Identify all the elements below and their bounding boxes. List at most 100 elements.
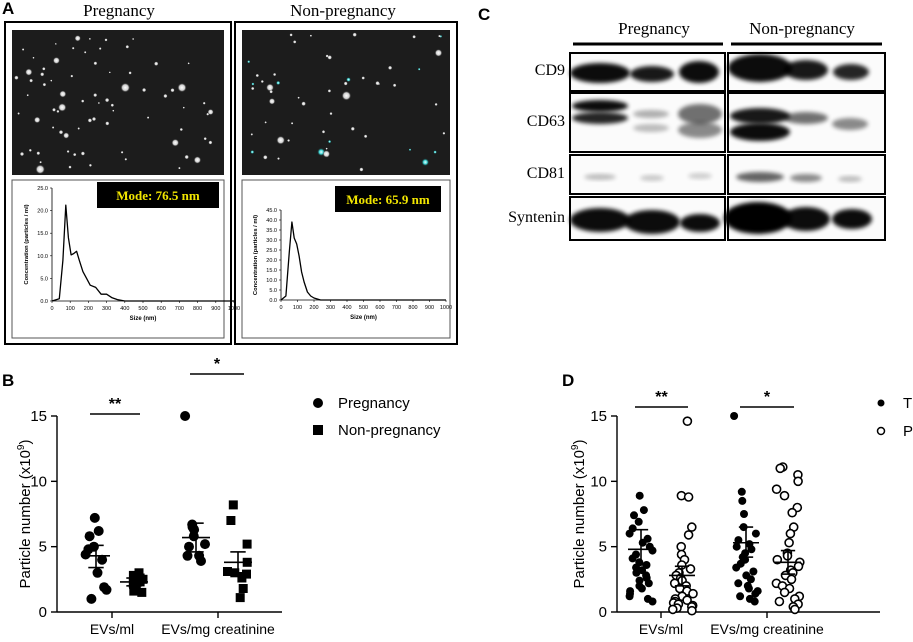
x-tick-label: 500: [138, 306, 147, 312]
data-point-circle: [628, 554, 637, 563]
particle-dot: [177, 82, 187, 93]
data-point-circle: [639, 506, 648, 515]
blot-band: [724, 202, 792, 234]
data-point-circle: [184, 541, 194, 552]
y-tick-label: 20.0: [266, 258, 277, 264]
particle-dot: [88, 37, 91, 41]
data-point-circle: [638, 538, 647, 547]
x-category-label: EVs/mg creatinine: [161, 621, 275, 637]
x-tick-label: 200: [309, 305, 318, 311]
particle-dot: [193, 156, 202, 164]
legend-marker-square: [313, 425, 323, 435]
particle-dot: [184, 154, 189, 160]
western-blot: CD9 CD63 CD81 Syntenin: [508, 52, 886, 241]
legend-marker-circle: [877, 399, 885, 407]
particle-dot: [132, 37, 135, 41]
significance-label: **: [655, 389, 668, 406]
data-point-open-circle: [793, 476, 803, 487]
particle-dot: [178, 166, 181, 170]
particle-dot: [266, 83, 274, 92]
y-tick-label: 15.0: [37, 231, 48, 237]
data-point-open-circle: [688, 588, 698, 599]
data-point-circle: [738, 496, 747, 505]
y-tick-label: 5: [599, 539, 607, 556]
x-tick-label: 700: [175, 306, 184, 312]
particle-dot: [146, 116, 150, 119]
mode-label-left: Mode: 76.5 nm: [116, 188, 200, 203]
particle-dot: [321, 130, 326, 134]
y-tick-label: 30.0: [266, 238, 277, 244]
y-tick-label: 40.0: [266, 218, 277, 224]
data-point-square: [228, 500, 238, 510]
significance-label: **: [109, 396, 122, 413]
data-point-square: [128, 570, 138, 580]
panel-a-right-title: Non-pregnancy: [290, 1, 396, 20]
particle-dot: [66, 150, 70, 153]
blot-row-label-cd63: CD63: [527, 113, 565, 130]
y-axis-title: Concentration (particles / ml): [24, 204, 30, 284]
blot-band: [730, 123, 790, 141]
data-point-open-circle: [667, 604, 678, 615]
blot-band: [640, 175, 664, 181]
particle-dot: [287, 139, 291, 142]
x-tick-label: 600: [375, 305, 384, 311]
data-point-circle: [80, 549, 91, 560]
size-distribution-plot-pregnancy: 0.0 5.0 10.0 15.0 20.0 25.0 0 100 200 300 400 500 60…: [24, 186, 240, 322]
blot-row-label-cd81: CD81: [527, 165, 565, 182]
particle-dot: [21, 48, 25, 51]
panel-a-right-frame: [234, 21, 458, 345]
data-point-circle: [746, 575, 755, 584]
data-point-circle: [625, 529, 634, 538]
blot-band: [688, 173, 712, 179]
particle-dot: [26, 94, 29, 97]
data-point-circle: [736, 592, 745, 601]
scatter-chart-b: 0 5 10 15 EVs/ml EVs/mg creatinine Particle nu…: [16, 356, 441, 637]
data-point-circle: [648, 597, 657, 606]
y-tick-label: 45.0: [266, 208, 277, 214]
particle-dot: [125, 44, 130, 49]
particle-dot: [269, 89, 273, 94]
particle-dot: [91, 116, 97, 122]
particle-dot: [35, 164, 46, 175]
significance-label: *: [214, 356, 221, 373]
x-tick-label: 200: [84, 306, 93, 312]
size-distribution-line: [280, 221, 446, 301]
particle-dot: [250, 150, 255, 154]
y-tick-label: 10.0: [37, 254, 48, 260]
data-point-circle: [89, 512, 100, 523]
particle-dot: [17, 112, 20, 115]
particle-dot: [163, 93, 168, 99]
particle-dot: [438, 34, 441, 38]
data-point-circle: [200, 539, 210, 550]
particle-dot: [434, 49, 443, 57]
particle-dot: [375, 80, 380, 86]
particle-dot: [272, 72, 277, 77]
particle-dot: [93, 93, 98, 98]
particle-dot: [104, 97, 110, 103]
particle-dot: [434, 102, 438, 106]
data-point-square: [134, 568, 144, 578]
particle-dot: [14, 75, 19, 80]
panel-label-a: A: [2, 0, 14, 18]
particle-dot: [171, 138, 180, 147]
particle-dot: [346, 77, 351, 82]
x-tick-label: 100: [293, 305, 302, 311]
particle-dot: [77, 127, 80, 130]
x-tick-label: 700: [392, 305, 401, 311]
legend-label: Pregnancy: [338, 395, 410, 412]
y-tick-label: 25.0: [266, 248, 277, 254]
blot-band: [633, 110, 669, 118]
x-tick-label: 600: [157, 306, 166, 312]
data-point-circle: [730, 412, 739, 420]
particle-dot: [203, 137, 207, 141]
particle-dot: [72, 152, 77, 157]
particle-dot: [247, 60, 251, 64]
data-point-circle: [744, 584, 753, 593]
data-point-open-circle: [787, 507, 798, 518]
y-tick-label: 10: [30, 473, 47, 490]
blot-band: [572, 112, 628, 124]
data-point-circle: [196, 556, 206, 566]
particle-dot: [36, 151, 41, 156]
particle-dot: [359, 167, 364, 172]
